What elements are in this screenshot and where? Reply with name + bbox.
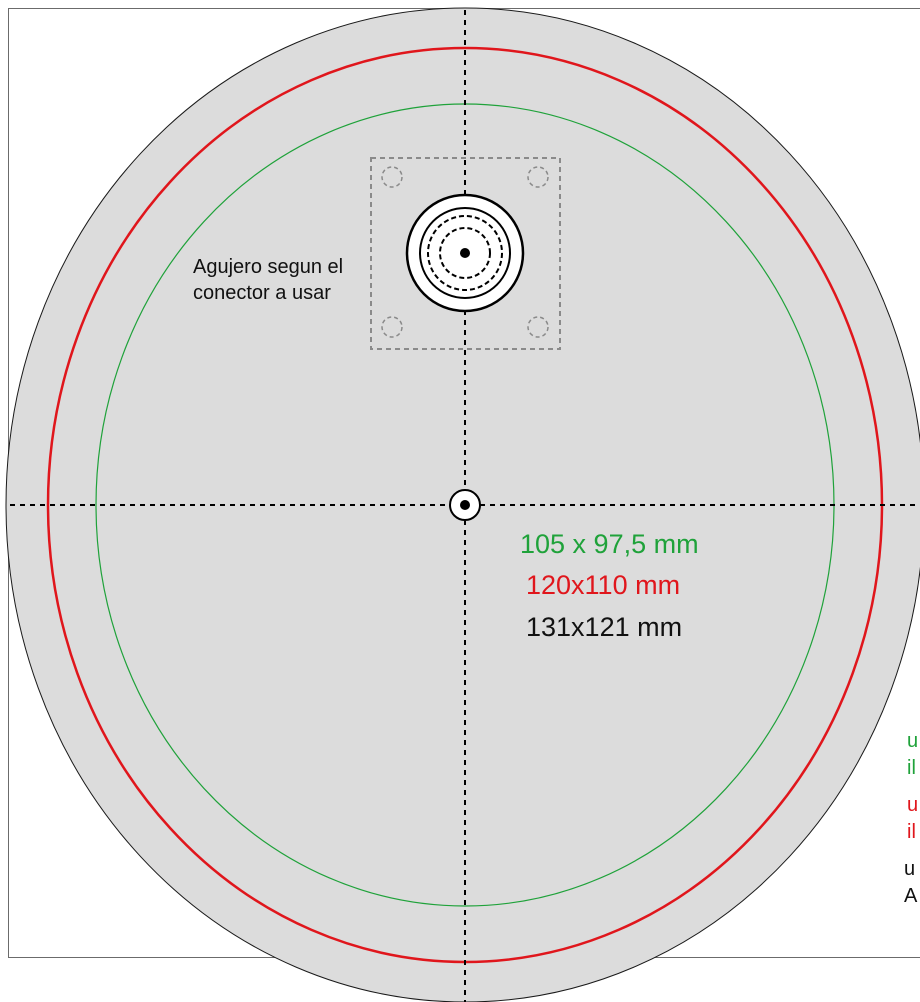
side-note-black-line-2: A bbox=[904, 885, 918, 907]
dimension-green: 105 x 97,5 mm bbox=[520, 529, 699, 559]
center-hole-dot bbox=[460, 500, 470, 510]
connector-center-dot bbox=[460, 248, 470, 258]
side-note-black-line-1: u bbox=[904, 858, 915, 880]
connector-ring-dashed-inner bbox=[439, 227, 491, 279]
connector-ring-outer bbox=[419, 207, 511, 299]
connector-mount-square bbox=[370, 157, 561, 350]
side-note-green-line-2: il bbox=[907, 757, 916, 779]
connector-note-line-2: conector a usar bbox=[193, 282, 331, 304]
screw-hole-top-right bbox=[527, 166, 549, 188]
screw-hole-bottom-right bbox=[527, 316, 549, 338]
dimension-black: 131x121 mm bbox=[526, 612, 682, 642]
side-note-green-line-1: u bbox=[907, 730, 918, 752]
side-note-red-line-1: u bbox=[907, 794, 918, 816]
screw-hole-top-left bbox=[381, 166, 403, 188]
screw-hole-bottom-left bbox=[381, 316, 403, 338]
connector-note-line-1: Agujero segun el bbox=[193, 256, 343, 278]
dimension-red: 120x110 mm bbox=[526, 570, 680, 600]
connector-ring-dashed-outer bbox=[427, 215, 503, 291]
side-note-red-line-2: il bbox=[907, 821, 916, 843]
